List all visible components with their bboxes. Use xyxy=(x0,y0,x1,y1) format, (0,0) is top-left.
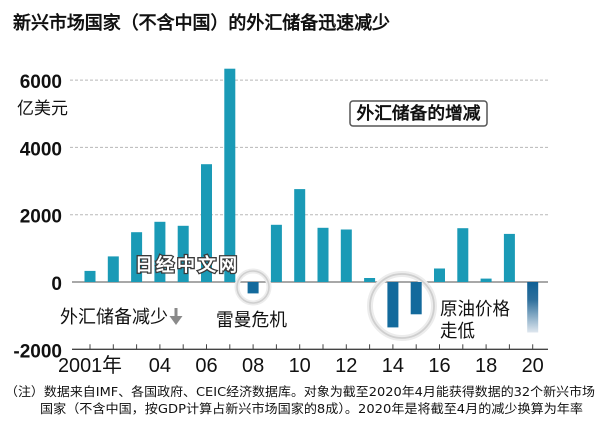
x-axis xyxy=(72,344,548,350)
bar-2013 xyxy=(364,278,376,282)
bar-2014 xyxy=(387,282,399,328)
x-tick-label: 2001年 xyxy=(58,354,122,377)
bar-2001 xyxy=(84,270,96,282)
x-tick-label: 06 xyxy=(195,355,217,377)
x-tick-label: 14 xyxy=(382,355,404,377)
x-tick-label: 12 xyxy=(335,355,357,377)
bar-2004 xyxy=(154,221,166,282)
highlight-circle-oil xyxy=(367,271,437,341)
footnote-line-1: （注）数据来自IMF、各国政府、CEIC经济数据库。对象为截至2020年4月能获… xyxy=(5,384,595,399)
legend-box xyxy=(349,100,488,127)
bar-2005 xyxy=(177,225,189,282)
y-tick-label: -2000 xyxy=(13,341,62,362)
bar-2015 xyxy=(410,282,422,315)
x-tick-label: 10 xyxy=(289,355,311,377)
x-tick-label: 16 xyxy=(428,355,450,377)
annotation-oil-price-line2: 走低 xyxy=(440,321,475,342)
legend-label: 外汇储备的增减 xyxy=(357,103,481,124)
x-tick-label: 18 xyxy=(475,355,497,377)
bars xyxy=(84,68,539,333)
annotation-oil-price-line1: 原油价格 xyxy=(440,299,510,320)
highlight-circle-lehman xyxy=(234,268,272,306)
chart-title: 新兴市场国家（不含中国）的外汇储备迅速减少 xyxy=(13,12,390,34)
bar-2002 xyxy=(107,256,119,282)
x-axis-labels: 2001年 04 06 08 10 12 14 16 18 20 xyxy=(58,354,544,377)
arrow-down-icon xyxy=(169,308,183,325)
y-tick-label: 0 xyxy=(51,274,62,295)
y-tick-label: 4000 xyxy=(20,139,62,160)
x-tick-label: 08 xyxy=(242,355,264,377)
bar-2019 xyxy=(503,233,515,282)
bar-2011 xyxy=(317,227,329,282)
bar-2020 xyxy=(527,282,539,333)
legend: 外汇储备的增减 xyxy=(349,100,488,127)
annotation-lehman-crisis: 雷曼危机 xyxy=(216,310,287,331)
gridlines xyxy=(70,79,550,283)
y-axis-unit: 亿美元 xyxy=(17,99,68,119)
bar-2017 xyxy=(457,228,469,282)
footnote-line-2: 国家（不含中国，按GDP计算占新兴市场国家的8成）。2020年是将截至4月的减少… xyxy=(40,401,583,416)
bar-2012 xyxy=(340,229,352,282)
bar-2007 xyxy=(224,68,236,282)
bar-2018 xyxy=(480,278,492,282)
x-tick-label: 20 xyxy=(522,355,544,377)
y-tick-label: 2000 xyxy=(20,207,62,228)
y-tick-label: 6000 xyxy=(20,72,62,93)
annotation-reserve-decrease: 外汇储备减少 xyxy=(60,307,168,328)
bar-2010 xyxy=(294,189,306,282)
y-axis-labels: 6000 4000 2000 0 -2000 xyxy=(13,72,62,362)
watermark: 日经中文网 xyxy=(135,254,240,276)
bar-2006 xyxy=(201,164,212,282)
bar-2008 xyxy=(247,282,259,294)
x-tick-label: 04 xyxy=(149,355,171,377)
bar-2009 xyxy=(270,224,282,282)
bar-2003 xyxy=(131,232,143,282)
bar-2016 xyxy=(434,268,445,282)
